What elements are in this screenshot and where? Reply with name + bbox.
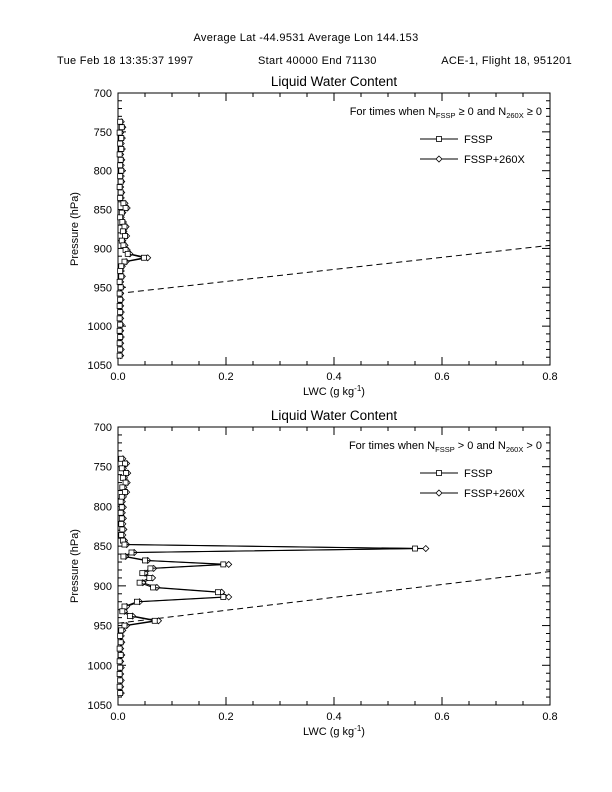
x-tick-label: 0.8 — [542, 371, 557, 383]
y-tick-label: 700 — [94, 422, 112, 434]
x-axis-label: LWC (g kg-1) — [303, 724, 365, 738]
series-fssp-260x — [117, 455, 430, 697]
chart-title: Liquid Water Content — [271, 74, 398, 89]
lwc-chart-top: Liquid Water Content 700 750 800 850 900 950 10… — [69, 74, 558, 398]
legend-label: FSSP — [464, 134, 493, 146]
y-tick-label: 1050 — [88, 700, 112, 712]
x-tick-label: 0.6 — [434, 711, 449, 723]
header-datetime: Tue Feb 18 13:35:37 1997 — [57, 55, 194, 67]
series-fssp — [116, 455, 418, 696]
x-tick-label: 0.8 — [542, 711, 557, 723]
legend-condition: For times when NFSSP ≥ 0 and N260X ≥ 0 — [350, 106, 542, 120]
legend-condition: For times when NFSSP > 0 and N260X > 0 — [349, 440, 542, 454]
legend: For times when NFSSP > 0 and N260X > 0 FS… — [349, 440, 542, 500]
legend-label: FSSP+260X — [464, 488, 526, 500]
y-tick-label: 1050 — [88, 360, 112, 372]
y-tick-label: 800 — [94, 166, 112, 178]
x-axis: 0.0 0.2 0.4 0.6 0.8 — [110, 93, 558, 383]
y-tick-label: 1000 — [88, 660, 112, 672]
x-tick-label: 0.2 — [218, 371, 233, 383]
y-axis-label: Pressure (hPa) — [69, 529, 81, 603]
y-axis: 700 750 800 850 900 950 1000 1050 — [88, 88, 550, 372]
lwc-chart-bottom: Liquid Water Content 700 750 800 850 900 950 10… — [69, 408, 558, 738]
header-start-end: Start 40000 End 71130 — [258, 55, 377, 67]
x-tick-label: 0.4 — [326, 371, 341, 383]
legend-label: FSSP — [464, 468, 493, 480]
x-tick-label: 0.6 — [434, 371, 449, 383]
y-tick-label: 800 — [94, 501, 112, 513]
x-tick-label: 0.4 — [326, 711, 341, 723]
y-axis: 700 750 800 850 900 950 1000 1050 — [88, 422, 550, 712]
x-tick-label: 0.0 — [110, 371, 125, 383]
header-meta-row: Tue Feb 18 13:35:37 1997 Start 40000 End… — [57, 55, 572, 67]
y-tick-label: 750 — [94, 127, 112, 139]
y-tick-label: 900 — [94, 243, 112, 255]
header-lat-lon: Average Lat -44.9531 Average Lon 144.153 — [193, 32, 419, 44]
y-tick-label: 700 — [94, 88, 112, 100]
dashed-reference-line — [117, 244, 551, 294]
y-tick-label: 750 — [94, 462, 112, 474]
y-tick-label: 850 — [94, 205, 112, 217]
series-fssp — [116, 118, 147, 359]
header-flight-id: ACE-1, Flight 18, 951201 — [441, 55, 572, 67]
dashed-reference-line — [117, 571, 551, 624]
chart-title: Liquid Water Content — [271, 408, 398, 423]
y-tick-label: 900 — [94, 581, 112, 593]
legend-label: FSSP+260X — [464, 154, 526, 166]
y-tick-label: 950 — [94, 621, 112, 633]
x-tick-label: 0.2 — [218, 711, 233, 723]
y-tick-label: 1000 — [88, 321, 112, 333]
y-tick-label: 950 — [94, 282, 112, 294]
x-axis-label: LWC (g kg-1) — [303, 384, 365, 398]
x-axis: 0.0 0.2 0.4 0.6 0.8 — [110, 427, 558, 723]
y-tick-label: 850 — [94, 541, 112, 553]
legend: For times when NFSSP ≥ 0 and N260X ≥ 0 FS… — [350, 106, 542, 166]
y-axis-label: Pressure (hPa) — [69, 192, 81, 266]
x-tick-label: 0.0 — [110, 711, 125, 723]
